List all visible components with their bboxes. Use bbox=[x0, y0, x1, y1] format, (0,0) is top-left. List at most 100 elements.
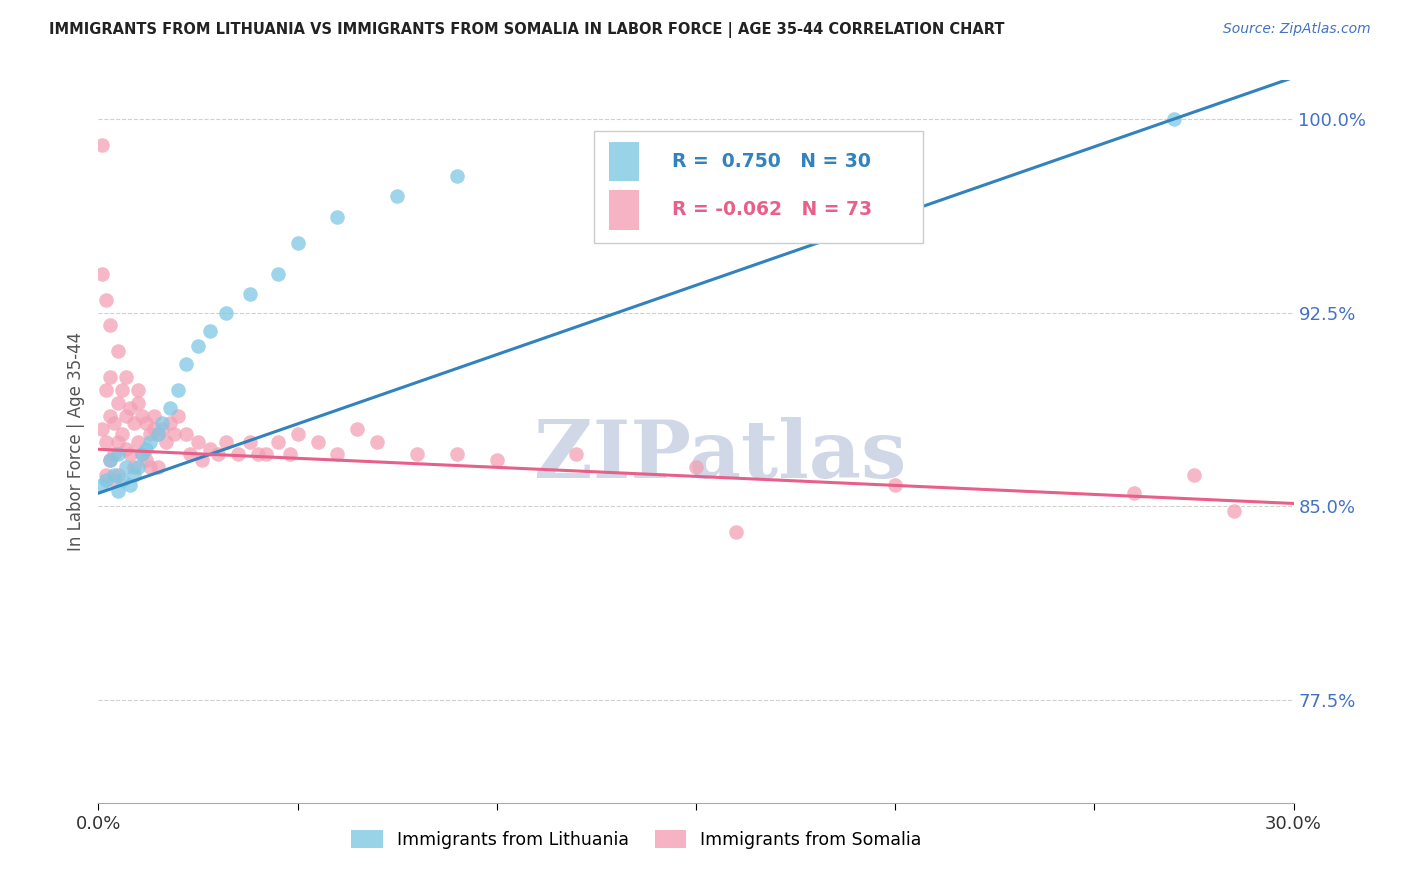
Point bbox=[159, 417, 181, 431]
Point bbox=[124, 417, 146, 431]
Point bbox=[107, 344, 129, 359]
Point bbox=[174, 426, 197, 441]
Text: ZIPatlas: ZIPatlas bbox=[534, 417, 905, 495]
Point bbox=[120, 447, 142, 461]
Point bbox=[326, 210, 349, 224]
Point bbox=[605, 143, 627, 157]
Point bbox=[139, 460, 162, 475]
Point bbox=[346, 422, 368, 436]
Point bbox=[207, 447, 229, 461]
Point bbox=[215, 305, 238, 319]
Point bbox=[98, 452, 122, 467]
Point bbox=[143, 409, 166, 423]
Point bbox=[139, 426, 162, 441]
Point bbox=[98, 452, 122, 467]
Point bbox=[98, 370, 122, 384]
Point bbox=[307, 434, 329, 449]
Point bbox=[91, 422, 114, 436]
Point bbox=[135, 417, 157, 431]
Point bbox=[148, 426, 170, 441]
Point bbox=[143, 422, 166, 436]
Point bbox=[254, 447, 277, 461]
Point bbox=[96, 473, 118, 487]
Point bbox=[107, 396, 129, 410]
Point bbox=[198, 442, 221, 457]
Point bbox=[107, 434, 129, 449]
Point bbox=[107, 447, 129, 461]
Point bbox=[187, 339, 209, 353]
Point bbox=[103, 468, 125, 483]
Text: R =  0.750   N = 30: R = 0.750 N = 30 bbox=[672, 152, 870, 171]
Point bbox=[91, 478, 114, 492]
Point bbox=[267, 434, 290, 449]
Point bbox=[1182, 468, 1205, 483]
Point bbox=[163, 426, 186, 441]
Point bbox=[685, 460, 707, 475]
Point bbox=[884, 478, 907, 492]
Point bbox=[115, 409, 138, 423]
Point bbox=[326, 447, 349, 461]
Text: IMMIGRANTS FROM LITHUANIA VS IMMIGRANTS FROM SOMALIA IN LABOR FORCE | AGE 35-44 : IMMIGRANTS FROM LITHUANIA VS IMMIGRANTS … bbox=[49, 22, 1005, 38]
Point bbox=[107, 468, 129, 483]
Point bbox=[1123, 486, 1146, 500]
Point bbox=[96, 383, 118, 397]
Point bbox=[485, 452, 508, 467]
Point bbox=[246, 447, 269, 461]
Point bbox=[103, 417, 125, 431]
Bar bbox=[609, 142, 640, 181]
Point bbox=[148, 426, 170, 441]
Point bbox=[179, 447, 201, 461]
Point bbox=[91, 267, 114, 281]
Point bbox=[127, 383, 149, 397]
Point bbox=[226, 447, 249, 461]
Point bbox=[167, 409, 190, 423]
Point bbox=[724, 524, 747, 539]
Point bbox=[191, 452, 214, 467]
Point bbox=[446, 169, 468, 183]
Point bbox=[287, 426, 309, 441]
Point bbox=[148, 460, 170, 475]
Point bbox=[287, 235, 309, 250]
Point bbox=[96, 293, 118, 307]
Point bbox=[124, 468, 146, 483]
Point bbox=[239, 287, 262, 301]
Point bbox=[131, 409, 153, 423]
Point bbox=[174, 357, 197, 371]
Point bbox=[127, 460, 149, 475]
Text: R = -0.062   N = 73: R = -0.062 N = 73 bbox=[672, 201, 872, 219]
Point bbox=[278, 447, 301, 461]
Point bbox=[111, 383, 134, 397]
Point bbox=[115, 370, 138, 384]
Bar bbox=[609, 190, 640, 230]
Point bbox=[96, 434, 118, 449]
Point bbox=[139, 434, 162, 449]
Point bbox=[96, 468, 118, 483]
Point bbox=[135, 442, 157, 457]
Point bbox=[1223, 504, 1246, 518]
Point bbox=[198, 324, 221, 338]
Y-axis label: In Labor Force | Age 35-44: In Labor Force | Age 35-44 bbox=[66, 332, 84, 551]
Point bbox=[135, 452, 157, 467]
FancyBboxPatch shape bbox=[595, 131, 922, 243]
Point bbox=[120, 478, 142, 492]
Point bbox=[565, 447, 588, 461]
Point bbox=[267, 267, 290, 281]
Point bbox=[159, 401, 181, 415]
Point bbox=[103, 447, 125, 461]
Point bbox=[111, 426, 134, 441]
Point bbox=[124, 460, 146, 475]
Point bbox=[239, 434, 262, 449]
Point bbox=[115, 442, 138, 457]
Point bbox=[446, 447, 468, 461]
Point bbox=[385, 189, 409, 203]
Point bbox=[98, 318, 122, 333]
Point bbox=[1163, 112, 1185, 126]
Point bbox=[91, 137, 114, 152]
Point bbox=[107, 483, 129, 498]
Point bbox=[167, 383, 190, 397]
Point bbox=[150, 422, 173, 436]
Point bbox=[98, 409, 122, 423]
Point bbox=[187, 434, 209, 449]
Legend: Immigrants from Lithuania, Immigrants from Somalia: Immigrants from Lithuania, Immigrants fr… bbox=[344, 823, 928, 855]
Point bbox=[131, 447, 153, 461]
